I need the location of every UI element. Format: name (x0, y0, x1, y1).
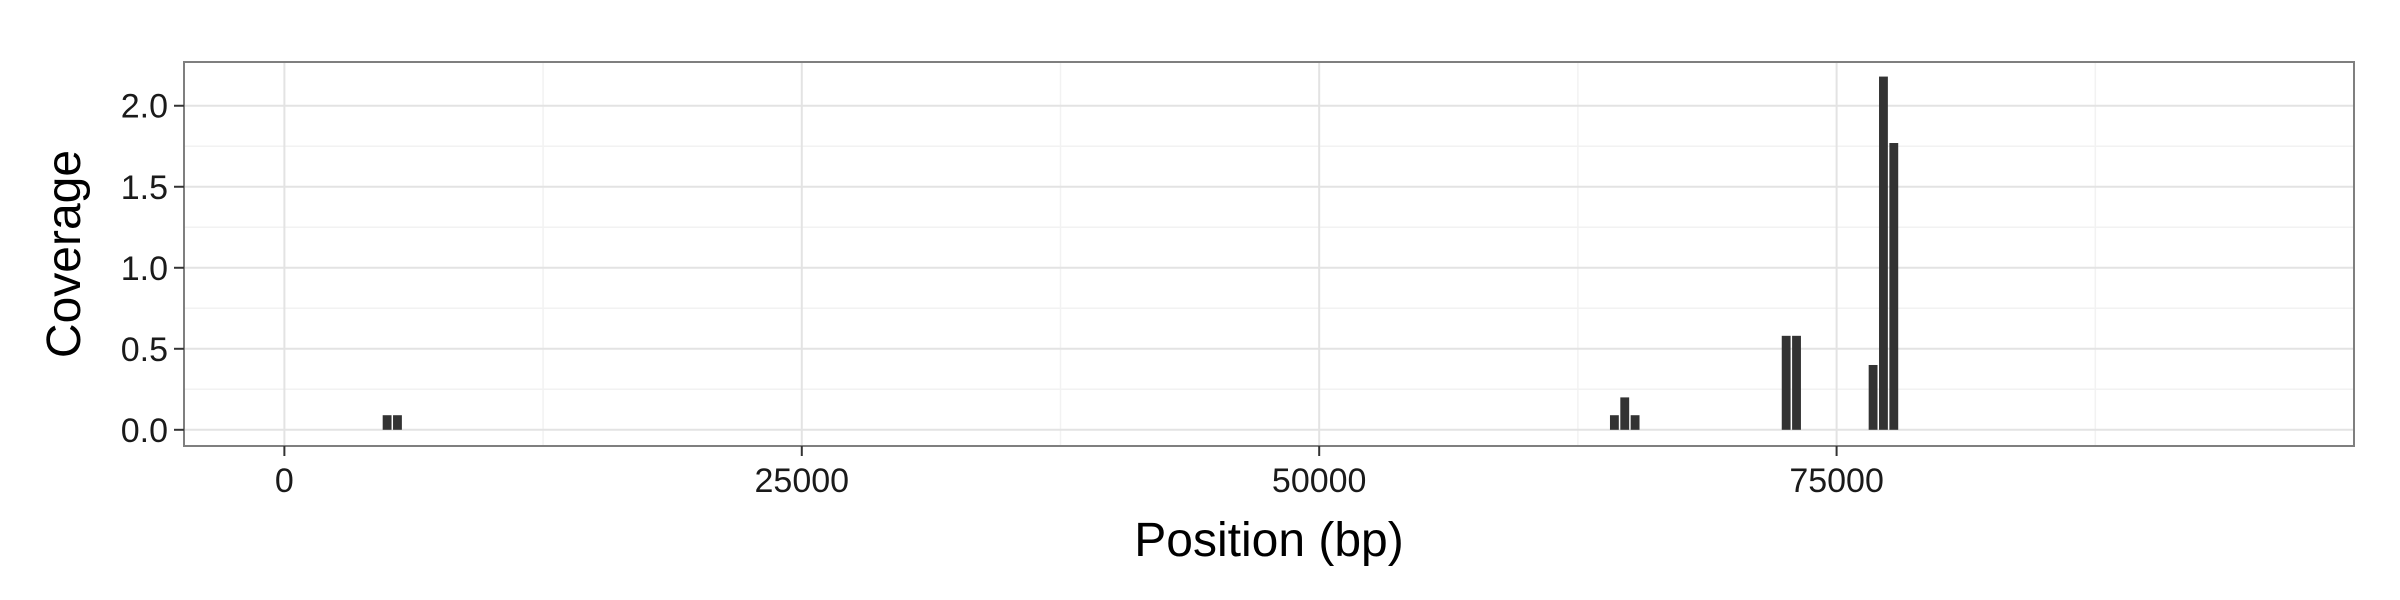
y-tick-label: 1.5 (121, 169, 168, 207)
x-axis-title: Position (bp) (1134, 514, 1403, 567)
y-tick-label: 0.5 (121, 331, 168, 369)
coverage-bar (1868, 364, 1878, 430)
x-tick-label: 75000 (1789, 462, 1884, 500)
coverage-bar (1889, 143, 1899, 430)
y-axis-title: Coverage (38, 150, 91, 358)
coverage-bar (1879, 76, 1888, 430)
coverage-bar (1620, 397, 1630, 430)
coverage-bar (1781, 335, 1791, 430)
y-tick-label: 2.0 (121, 88, 168, 126)
x-tick-label: 25000 (755, 462, 850, 500)
coverage-bar (1792, 335, 1801, 430)
plot-border (183, 61, 2355, 447)
coverage-bar (1630, 415, 1640, 430)
coverage-bar (382, 415, 392, 430)
x-tick-label: 0 (275, 462, 294, 500)
x-tick-label: 50000 (1272, 462, 1367, 500)
y-tick-label: 0.0 (121, 412, 168, 450)
coverage-bar (1609, 415, 1619, 430)
plot-background (184, 62, 2354, 446)
axis-ticks: 0.0 0.5 1.0 1.5 2.0 0 25000 50000 75000 (121, 88, 1884, 500)
bars (382, 76, 1899, 430)
grid-lines (184, 62, 2354, 446)
coverage-bar (393, 415, 402, 430)
y-tick-label: 1.0 (121, 250, 168, 288)
